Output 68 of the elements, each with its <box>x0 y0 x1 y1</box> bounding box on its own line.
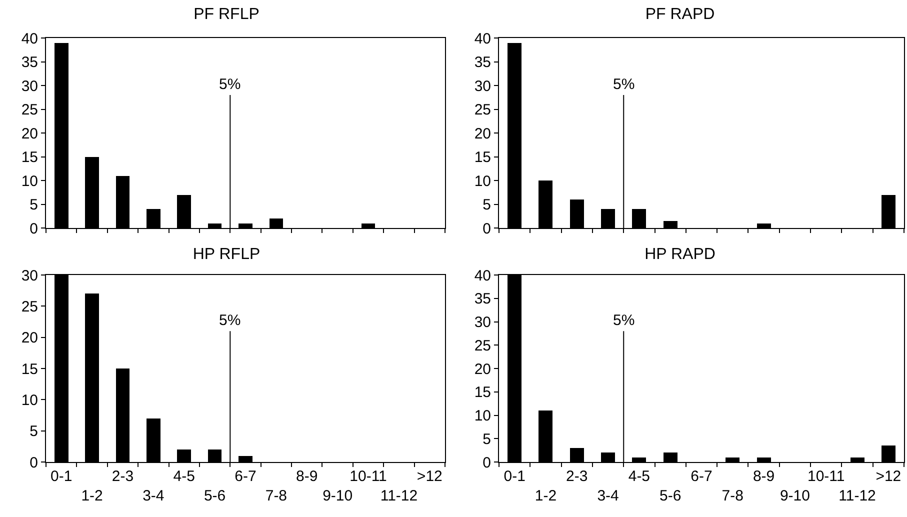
y-tick-label: 30 <box>474 78 491 95</box>
y-tick-label: 40 <box>21 30 38 48</box>
y-tick-label: 10 <box>21 392 38 409</box>
y-tick-label: 20 <box>474 360 491 378</box>
y-tick-label: 25 <box>474 102 491 118</box>
x-tick-label: 9-10 <box>322 488 353 504</box>
x-tick-label: 8-9 <box>296 468 318 485</box>
x-tick-label: 8-9 <box>752 468 775 485</box>
y-tick-label: 5 <box>30 423 38 440</box>
y-tick-label: 10 <box>474 408 491 424</box>
x-tick-label: 2-3 <box>112 468 134 485</box>
y-tick-label: 20 <box>21 330 38 347</box>
x-tick-label: 11-12 <box>838 488 876 504</box>
y-tick-label: 40 <box>474 30 491 48</box>
y-tick-label: 35 <box>474 290 491 308</box>
ref-line-label: 5% <box>219 312 241 329</box>
y-tick-label: 0 <box>482 220 491 238</box>
y-tick-label: 35 <box>474 54 491 71</box>
x-tick-label: 1-2 <box>81 488 103 504</box>
x-tick-label: 7-8 <box>265 488 288 504</box>
x-tick-label: 4-5 <box>173 468 195 485</box>
y-tick-label: 10 <box>474 172 491 190</box>
x-tick-label: 6-7 <box>234 468 256 485</box>
x-tick-label: 9-10 <box>780 488 810 504</box>
ref-line-label: 5% <box>613 312 635 329</box>
y-tick-label: 0 <box>482 454 491 472</box>
chart-title: HP RFLP <box>192 246 260 264</box>
x-tick-label: 5-6 <box>204 488 226 504</box>
x-tick-label: 6-7 <box>690 468 712 485</box>
y-tick-label: 15 <box>474 149 491 166</box>
x-tick-label: 2-3 <box>566 468 588 485</box>
y-tick-label: 15 <box>474 384 491 402</box>
x-tick-label: 10-11 <box>807 468 845 485</box>
y-tick-label: 5 <box>482 196 491 214</box>
y-tick-label: 40 <box>474 267 491 284</box>
y-tick-label: 10 <box>21 172 38 190</box>
y-tick-label: 35 <box>21 54 38 71</box>
y-tick-label: 20 <box>21 125 38 142</box>
y-tick-label: 15 <box>21 149 38 166</box>
y-tick-label: 25 <box>21 102 38 118</box>
x-tick-label: >12 <box>416 468 442 485</box>
x-tick-label: 7-8 <box>722 488 744 504</box>
x-tick-label: 3-4 <box>142 488 164 504</box>
ref-line-label: 5% <box>219 76 241 93</box>
ref-line-label: 5% <box>613 76 635 93</box>
y-tick-label: 30 <box>21 78 38 95</box>
y-tick-label: 20 <box>474 125 491 142</box>
chart-title: HP RAPD <box>644 246 716 264</box>
y-tick-label: 0 <box>30 220 38 238</box>
y-tick-label: 30 <box>21 267 38 284</box>
y-tick-label: 0 <box>30 454 38 472</box>
x-tick-label: 0-1 <box>504 468 526 485</box>
y-tick-label: 5 <box>30 196 38 214</box>
y-tick-label: 30 <box>474 314 491 331</box>
x-tick-label: 0-1 <box>50 468 72 485</box>
x-tick-label: >12 <box>876 468 902 485</box>
x-tick-label: 11-12 <box>380 488 418 504</box>
x-tick-label: 10-11 <box>350 468 387 485</box>
y-tick-label: 25 <box>474 337 491 354</box>
x-tick-label: 1-2 <box>534 488 557 504</box>
y-tick-label: 15 <box>21 360 38 378</box>
chart-title: PF RFLP <box>194 6 260 24</box>
y-tick-label: 5 <box>482 430 491 448</box>
y-tick-label: 25 <box>21 298 38 316</box>
x-tick-label: 4-5 <box>628 468 650 485</box>
chart-title: PF RAPD <box>645 6 715 24</box>
x-tick-label: 5-6 <box>660 488 682 504</box>
x-tick-label: 3-4 <box>597 488 619 504</box>
